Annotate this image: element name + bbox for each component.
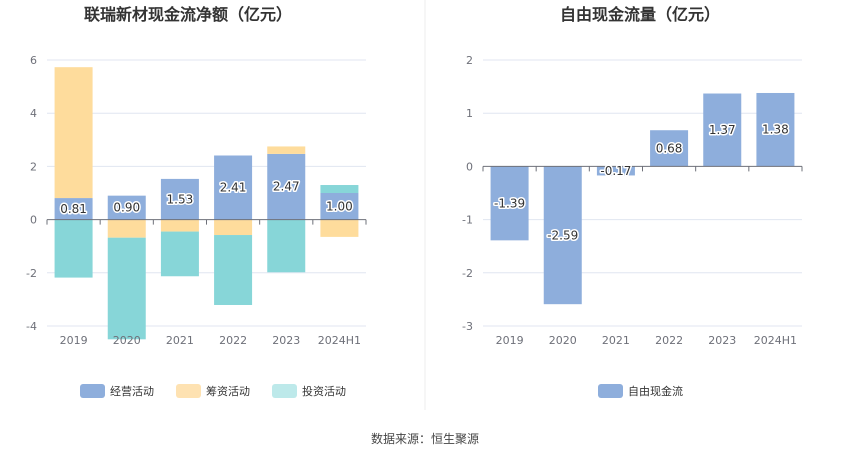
x-tick-label: 2019 — [496, 334, 524, 347]
y-tick-label: 4 — [30, 107, 37, 120]
bar-经营活动-2020 — [107, 195, 146, 220]
bar-投资活动-2019 — [54, 219, 93, 278]
bar-筹资活动-2021 — [160, 219, 199, 232]
bar-投资活动-2020 — [107, 237, 146, 340]
x-tick-label: 2021 — [166, 334, 194, 347]
x-tick-label: 2022 — [655, 334, 683, 347]
bar-投资活动-2023 — [267, 219, 306, 273]
legend-label: 投资活动 — [302, 384, 346, 398]
legend-swatch — [598, 384, 623, 398]
y-tick-label: 0 — [30, 214, 37, 227]
data-label: 1.53 — [167, 192, 194, 206]
bar-经营活动-2021 — [160, 178, 199, 220]
y-tick-label: -2 — [26, 267, 37, 280]
x-tick-label: 2023 — [708, 334, 736, 347]
data-label: -2.59 — [547, 228, 578, 242]
data-label: -1.39 — [494, 196, 525, 210]
data-label: 0.68 — [656, 141, 683, 155]
bar-自由现金流-2021 — [596, 166, 635, 176]
bar-自由现金流-2019 — [490, 166, 529, 241]
bar-筹资活动-2020 — [107, 219, 146, 238]
y-tick-label: -4 — [26, 320, 37, 333]
bar-投资活动-2021 — [160, 231, 199, 277]
y-tick-label: 6 — [30, 54, 37, 67]
x-tick-label: 2021 — [602, 334, 630, 347]
legend-label: 自由现金流 — [628, 384, 683, 398]
legend-swatch — [80, 384, 105, 398]
data-label: 2.47 — [273, 180, 300, 194]
data-label: 2.41 — [220, 181, 247, 195]
x-tick-label: 2020 — [113, 334, 141, 347]
bar-经营活动-2024H1 — [320, 193, 359, 220]
y-tick-label: 1 — [466, 107, 473, 120]
bar-筹资活动-2024H1 — [320, 219, 359, 237]
y-tick-label: -1 — [462, 214, 473, 227]
legend-swatch — [176, 384, 201, 398]
bar-自由现金流-2022 — [650, 130, 689, 167]
y-tick-label: 2 — [466, 54, 473, 67]
legend-label: 筹资活动 — [206, 384, 250, 398]
y-tick-label: -2 — [462, 267, 473, 280]
data-source-note: 数据来源：恒生聚源 — [370, 432, 479, 446]
bar-经营活动-2023 — [267, 153, 306, 220]
bar-筹资活动-2022 — [214, 219, 253, 236]
data-label: 1.37 — [709, 123, 736, 137]
x-tick-label: 2024H1 — [318, 334, 361, 347]
data-label: 1.38 — [762, 123, 789, 137]
x-tick-label: 2019 — [60, 334, 88, 347]
legend-swatch — [272, 384, 297, 398]
x-tick-label: 2020 — [549, 334, 577, 347]
y-tick-label: -3 — [462, 320, 473, 333]
y-tick-label: 0 — [466, 160, 473, 173]
bar-筹资活动-2019 — [54, 67, 93, 199]
data-label: 0.90 — [113, 201, 140, 215]
x-tick-label: 2023 — [272, 334, 300, 347]
chart-title: 联瑞新材现金流净额（亿元） — [84, 5, 292, 24]
bar-筹资活动-2023 — [267, 146, 306, 154]
bar-投资活动-2022 — [214, 235, 253, 305]
bar-经营活动-2022 — [214, 155, 253, 220]
bar-经营活动-2019 — [54, 198, 93, 220]
bar-自由现金流-2020 — [543, 166, 582, 305]
chart-title: 自由现金流量（亿元） — [560, 5, 720, 24]
bar-自由现金流-2023 — [703, 93, 742, 167]
bar-投资活动-2024H1 — [320, 185, 359, 193]
data-label: -0.17 — [600, 164, 631, 178]
legend-label: 经营活动 — [110, 384, 154, 398]
cash-flow-chart: 联瑞新材现金流净额（亿元） -4 -2 0 2 4 6 2019 2020 2021 2022 202… — [26, 5, 367, 398]
data-label: 1.00 — [326, 199, 353, 213]
y-tick-label: 2 — [30, 160, 37, 173]
free-cash-flow-chart: 自由现金流量（亿元） -3 -2 -1 0 1 2 2019 2020 2021 2022 2023 2… — [462, 5, 803, 398]
x-tick-label: 2024H1 — [754, 334, 797, 347]
bar-自由现金流-2024H1 — [756, 92, 795, 167]
data-label: 0.81 — [60, 202, 87, 216]
x-tick-label: 2022 — [219, 334, 247, 347]
